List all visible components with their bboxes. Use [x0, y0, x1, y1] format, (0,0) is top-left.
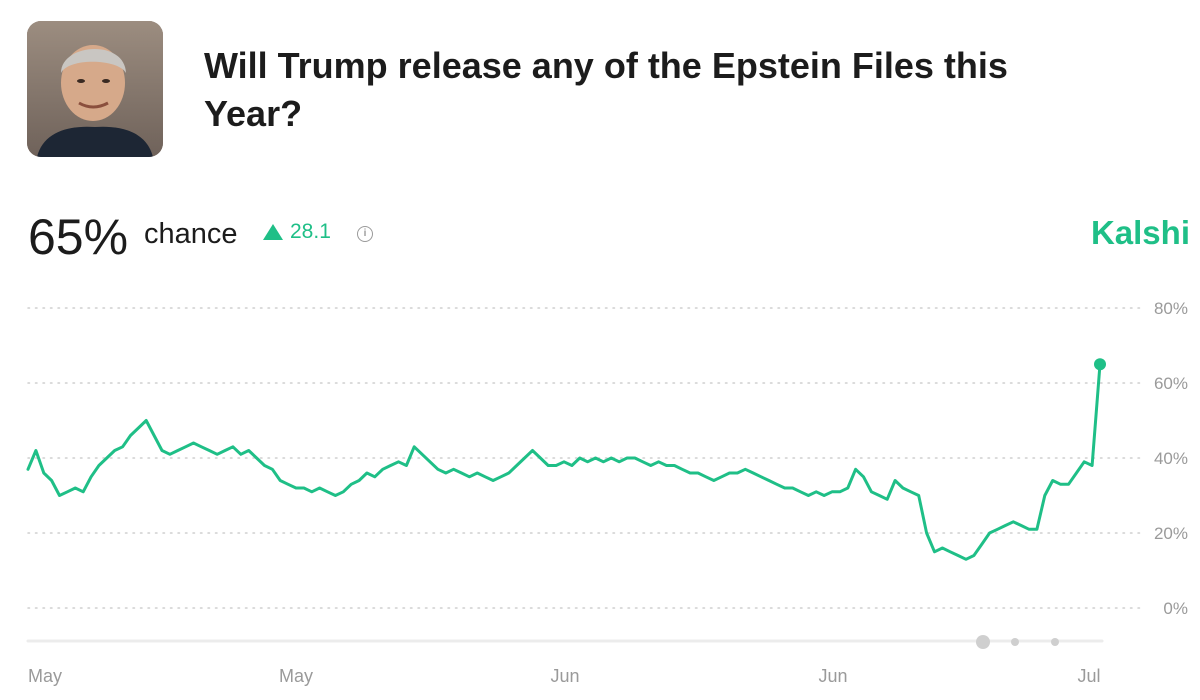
y-tick-label: 0%	[1163, 599, 1188, 618]
kalshi-logo[interactable]: Kalshi	[1090, 214, 1190, 251]
market-avatar	[27, 21, 163, 157]
latest-point[interactable]	[1094, 358, 1106, 371]
x-tick-label: Jun	[550, 666, 579, 686]
probability-chart: 80% 60% 40% 20% 0% May May Jun Jun Jul	[26, 299, 1188, 686]
chance-delta-value: 28.1	[290, 220, 331, 243]
y-tick-label: 80%	[1154, 299, 1188, 318]
chance-delta: 28.1	[263, 220, 331, 244]
chance-value: 65%	[28, 209, 129, 265]
x-tick-label: May	[28, 666, 62, 686]
y-tick-label: 40%	[1154, 449, 1188, 468]
y-tick-label: 60%	[1154, 374, 1188, 393]
x-tick-label: May	[279, 666, 313, 686]
chance-label: chance	[144, 218, 238, 250]
range-dot-active[interactable]	[976, 635, 990, 649]
range-dot[interactable]	[1011, 638, 1019, 646]
range-dot[interactable]	[1051, 638, 1059, 646]
x-tick-label: Jun	[818, 666, 847, 686]
info-circle-icon[interactable]: i	[357, 226, 373, 242]
x-tick-label: Jul	[1077, 666, 1100, 686]
up-triangle-icon	[263, 224, 283, 240]
market-title[interactable]: Will Trump release any of the Epstein Fi…	[204, 45, 1008, 134]
y-tick-label: 20%	[1154, 524, 1188, 543]
series-line	[26, 362, 1102, 561]
